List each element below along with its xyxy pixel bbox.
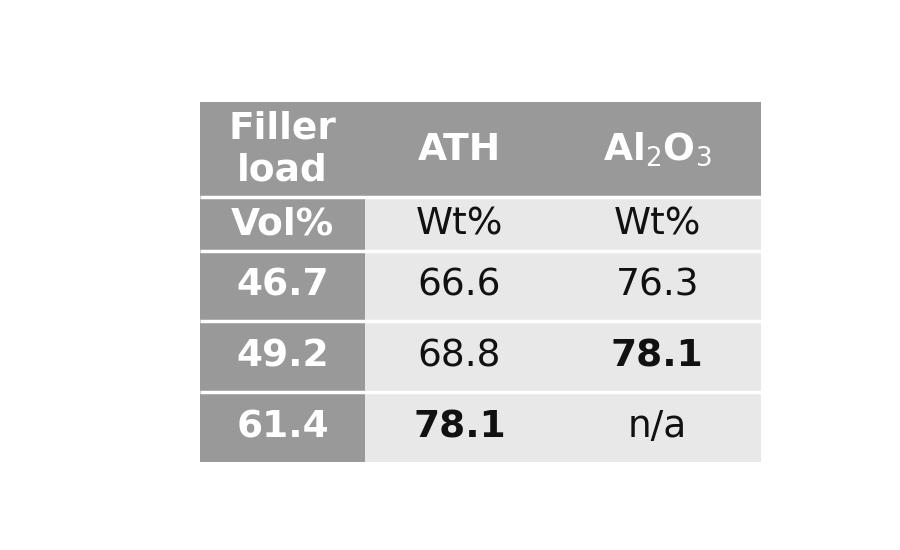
Text: Wt%: Wt% [416, 206, 503, 242]
Bar [365, 197, 554, 251]
Bar [200, 321, 365, 392]
Text: 49.2: 49.2 [236, 338, 328, 375]
Text: 68.8: 68.8 [418, 338, 501, 375]
Bar [365, 321, 554, 392]
Bar [554, 102, 761, 197]
Text: 78.1: 78.1 [413, 409, 506, 445]
Text: ATH: ATH [418, 131, 501, 168]
Bar [554, 197, 761, 251]
Bar [365, 102, 554, 197]
Bar [365, 251, 554, 321]
Text: n/a: n/a [627, 409, 687, 445]
Text: 61.4: 61.4 [236, 409, 328, 445]
Bar [554, 321, 761, 392]
Text: 76.3: 76.3 [616, 268, 699, 304]
Bar [554, 251, 761, 321]
Bar [554, 392, 761, 463]
Bar [200, 197, 365, 251]
Bar [200, 102, 365, 197]
Text: 66.6: 66.6 [418, 268, 501, 304]
Text: 78.1: 78.1 [611, 338, 704, 375]
Bar [200, 392, 365, 463]
Bar [365, 392, 554, 463]
Text: Wt%: Wt% [614, 206, 701, 242]
Text: Vol%: Vol% [231, 206, 334, 242]
Text: Filler
load: Filler load [229, 111, 337, 189]
Text: 46.7: 46.7 [236, 268, 328, 304]
Bar [200, 251, 365, 321]
Text: Al$_2$O$_3$: Al$_2$O$_3$ [603, 131, 712, 168]
